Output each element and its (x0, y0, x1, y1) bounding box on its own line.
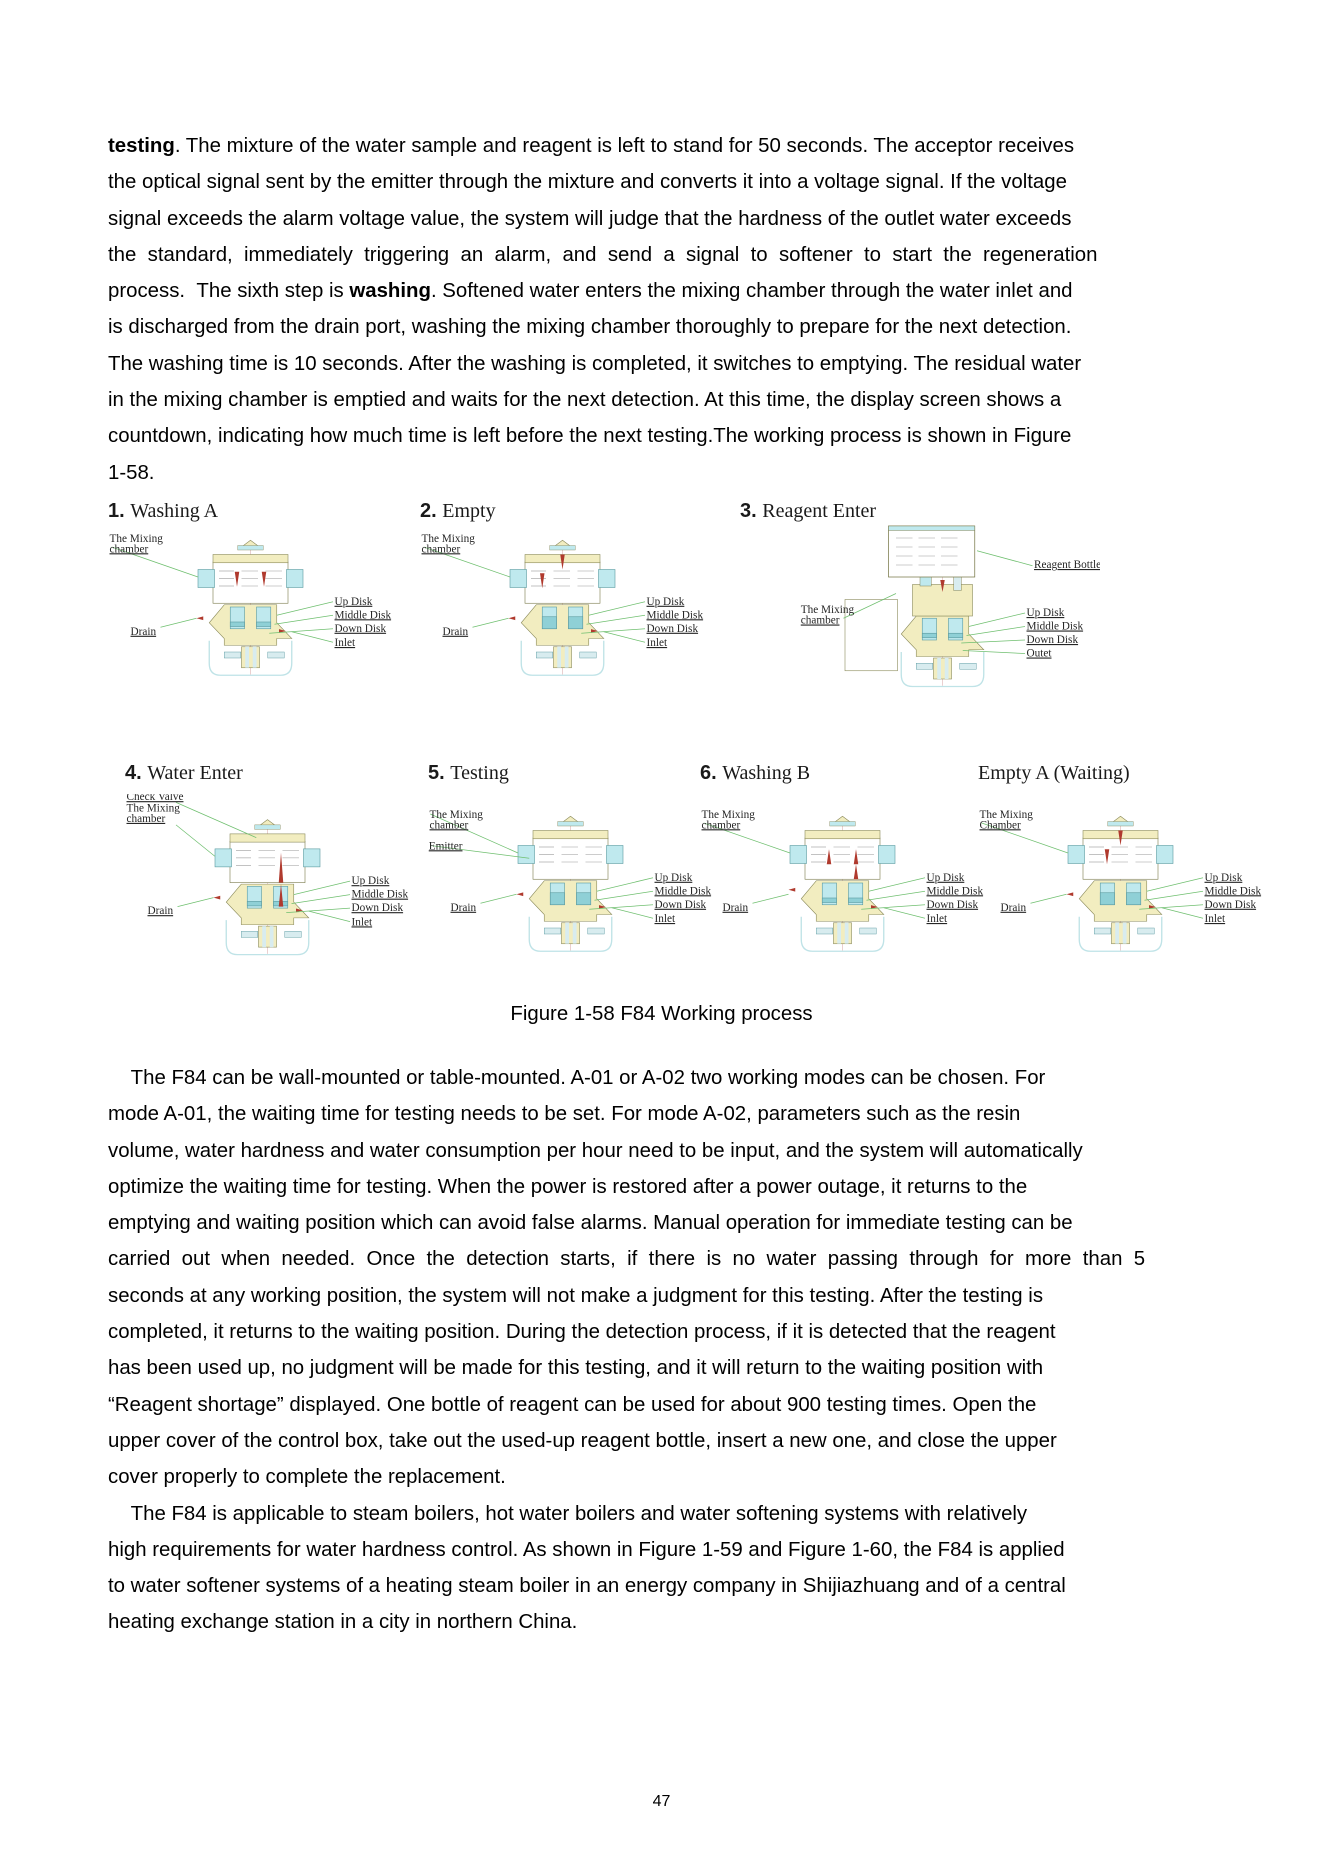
svg-text:chamber: chamber (127, 813, 166, 825)
svg-text:Chamber: Chamber (980, 819, 1021, 831)
svg-text:Up Disk: Up Disk (1027, 607, 1065, 619)
svg-text:Inlet: Inlet (647, 637, 668, 649)
svg-text:Up Disk: Up Disk (647, 596, 685, 608)
svg-text:Down Disk: Down Disk (655, 899, 707, 911)
svg-text:Down Disk: Down Disk (1027, 634, 1079, 646)
svg-text:Inlet: Inlet (655, 913, 676, 925)
svg-text:Middle Disk: Middle Disk (1205, 885, 1262, 897)
svg-text:Outet: Outet (1027, 648, 1053, 660)
svg-text:Down Disk: Down Disk (1205, 899, 1257, 911)
svg-text:Emitter: Emitter (429, 840, 463, 852)
svg-text:Up Disk: Up Disk (335, 596, 373, 608)
svg-text:Down Disk: Down Disk (647, 623, 699, 635)
svg-text:Down Disk: Down Disk (352, 902, 404, 914)
svg-text:Drain: Drain (451, 902, 477, 914)
svg-text:chamber: chamber (430, 819, 469, 831)
svg-text:Reagent Bottle: Reagent Bottle (1034, 559, 1100, 571)
svg-text:Up Disk: Up Disk (352, 875, 390, 887)
svg-text:Up Disk: Up Disk (655, 872, 693, 884)
svg-text:Drain: Drain (443, 626, 469, 638)
svg-text:Middle Disk: Middle Disk (352, 889, 409, 901)
svg-text:chamber: chamber (702, 819, 741, 831)
svg-text:Middle Disk: Middle Disk (1027, 621, 1084, 633)
svg-text:Middle Disk: Middle Disk (927, 885, 984, 897)
svg-text:Up Disk: Up Disk (927, 872, 965, 884)
svg-text:Drain: Drain (723, 902, 749, 914)
svg-text:Middle Disk: Middle Disk (647, 609, 704, 621)
svg-text:Up Disk: Up Disk (1205, 872, 1243, 884)
svg-text:Drain: Drain (131, 626, 157, 638)
svg-text:Inlet: Inlet (1205, 913, 1226, 925)
svg-text:chamber: chamber (422, 543, 461, 555)
svg-text:Middle Disk: Middle Disk (335, 609, 392, 621)
svg-text:Inlet: Inlet (352, 916, 373, 928)
svg-text:Inlet: Inlet (927, 913, 948, 925)
svg-text:chamber: chamber (110, 543, 149, 555)
svg-text:chamber: chamber (801, 615, 840, 627)
svg-text:Drain: Drain (1001, 902, 1027, 914)
svg-text:Inlet: Inlet (335, 637, 356, 649)
svg-text:Down Disk: Down Disk (335, 623, 387, 635)
svg-text:Down Disk: Down Disk (927, 899, 979, 911)
svg-text:Drain: Drain (148, 905, 174, 917)
